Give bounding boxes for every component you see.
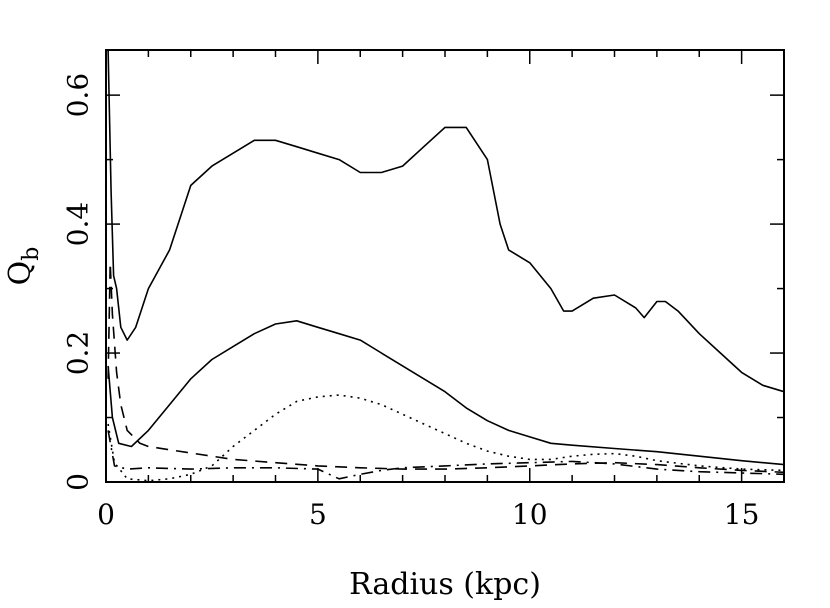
x-tick-label: 10 [512, 498, 548, 531]
x-axis-ticks: 0 5 10 15 [97, 50, 785, 531]
series-line-5 [107, 430, 785, 480]
y-axis-ticks: 0 0.2 0.4 0.6 [62, 73, 784, 491]
series-line-1 [107, 49, 785, 393]
x-tick-label: 0 [97, 498, 115, 531]
y-axis-title: Qb [3, 247, 44, 286]
y-axis-title-subscript: b [19, 247, 44, 261]
y-tick-label: 0 [62, 473, 95, 491]
x-axis-title: Radius (kpc) [349, 567, 541, 602]
x-tick-label: 15 [724, 498, 760, 531]
series-layer [107, 49, 785, 482]
y-tick-label: 0.6 [62, 73, 95, 118]
svg-text:Qb: Qb [3, 247, 44, 286]
x-tick-label: 5 [309, 498, 327, 531]
plot-frame [105, 49, 785, 483]
series-line-2 [107, 320, 785, 466]
y-tick-label: 0.2 [62, 331, 95, 376]
series-line-4 [107, 262, 785, 474]
y-axis-title-main: Q [3, 261, 38, 286]
y-tick-label: 0.4 [62, 202, 95, 247]
